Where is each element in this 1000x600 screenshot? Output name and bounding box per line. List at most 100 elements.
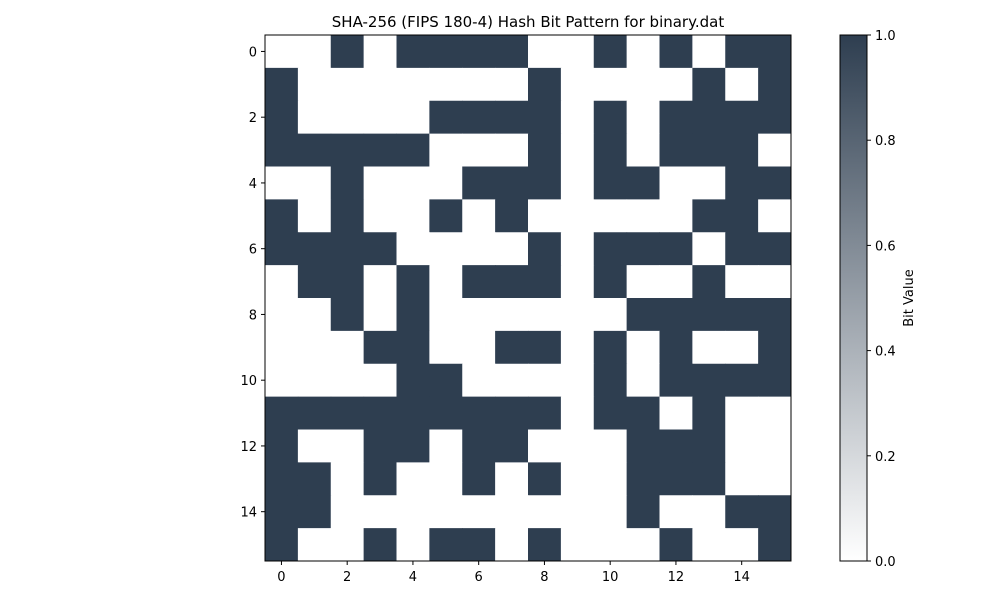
heatmap-cell (593, 100, 628, 135)
heatmap-cell (265, 133, 299, 167)
heatmap-cell (560, 363, 595, 398)
heatmap-cell (297, 363, 332, 398)
heatmap-cell (758, 330, 792, 365)
heatmap-cell (396, 232, 430, 266)
heatmap-cell (725, 298, 759, 332)
heatmap-cell (330, 67, 365, 102)
heatmap-cell (560, 462, 595, 496)
heatmap-cell (462, 396, 496, 430)
heatmap-cell (297, 35, 332, 69)
heatmap-cells (265, 35, 792, 562)
heatmap-cell (560, 35, 595, 69)
heatmap-cell (363, 232, 397, 266)
heatmap-cell (297, 298, 332, 332)
heatmap-cell (692, 495, 726, 529)
heatmap-cell (560, 67, 595, 102)
heatmap-cell (560, 100, 595, 135)
heatmap-cell (692, 166, 726, 200)
heatmap-cell (725, 363, 759, 398)
heatmap-cell (659, 396, 693, 430)
heatmap-cell (363, 265, 397, 299)
heatmap-cell (659, 298, 693, 332)
heatmap-cell (560, 495, 595, 529)
y-axis: 0 2 4 6 8 10 12 14 (240, 45, 265, 521)
heatmap-cell (560, 528, 595, 562)
heatmap-cell (725, 429, 759, 463)
heatmap-cell (363, 429, 397, 463)
heatmap-cell (626, 100, 660, 135)
colorbar-tick-label: 0.0 (875, 555, 896, 570)
heatmap-cell (593, 298, 628, 332)
heatmap-cell (396, 166, 430, 200)
heatmap-cell (495, 133, 529, 167)
heatmap-cell (396, 363, 430, 398)
heatmap-cell (593, 265, 628, 299)
heatmap-cell (593, 199, 628, 233)
heatmap-cell (265, 396, 299, 430)
heatmap-cell (396, 528, 430, 562)
heatmap-cell (363, 298, 397, 332)
heatmap-cell (495, 363, 529, 398)
heatmap-cell (495, 67, 529, 102)
heatmap-cell (265, 100, 299, 135)
heatmap-cell (396, 298, 430, 332)
heatmap-cell (626, 462, 660, 496)
heatmap-cell (560, 298, 595, 332)
heatmap-cell (495, 495, 529, 529)
x-tick-label: 14 (733, 570, 750, 585)
heatmap-cell (725, 199, 759, 233)
heatmap-cell (659, 166, 693, 200)
heatmap-cell (330, 298, 365, 332)
heatmap-cell (429, 35, 463, 69)
heatmap-cell (429, 528, 463, 562)
heatmap-cell (265, 232, 299, 266)
heatmap-cell (330, 429, 365, 463)
heatmap-cell (297, 166, 332, 200)
heatmap-cell (462, 528, 496, 562)
heatmap-cell (758, 35, 792, 69)
heatmap-cell (297, 396, 332, 430)
heatmap-cell (593, 330, 628, 365)
heatmap-cell (593, 528, 628, 562)
heatmap-cell (692, 396, 726, 430)
heatmap-cell (462, 199, 496, 233)
heatmap-cell (265, 462, 299, 496)
heatmap-cell (528, 495, 562, 529)
heatmap-cell (758, 528, 792, 562)
heatmap-cell (429, 396, 463, 430)
heatmap-cell (396, 330, 430, 365)
y-tick-label: 14 (240, 506, 257, 521)
heatmap-cell (528, 363, 562, 398)
heatmap-cell (363, 35, 397, 69)
heatmap-cell (495, 429, 529, 463)
y-tick-label: 8 (249, 308, 257, 323)
heatmap-cell (495, 199, 529, 233)
heatmap-cell (462, 232, 496, 266)
heatmap-cell (593, 495, 628, 529)
heatmap-cell (429, 330, 463, 365)
colorbar (839, 34, 868, 562)
heatmap-cell (725, 528, 759, 562)
heatmap-cell (528, 100, 562, 135)
heatmap-cell (429, 363, 463, 398)
heatmap-cell (626, 363, 660, 398)
colorbar-tick-label: 1.0 (875, 29, 896, 44)
heatmap-cell (560, 199, 595, 233)
y-tick-label: 0 (249, 45, 257, 60)
heatmap-cell (758, 133, 792, 167)
heatmap-cell (297, 67, 332, 102)
heatmap-cell (429, 166, 463, 200)
heatmap-cell (593, 35, 628, 69)
heatmap-cell (626, 396, 660, 430)
heatmap-cell (725, 100, 759, 135)
heatmap-cell (725, 166, 759, 200)
plot-frame (264, 34, 792, 562)
heatmap-cell (593, 166, 628, 200)
heatmap-cell (495, 166, 529, 200)
heatmap-cell (659, 265, 693, 299)
x-tick-label: 8 (540, 570, 548, 585)
heatmap-cell (692, 462, 726, 496)
heatmap-cell (462, 133, 496, 167)
heatmap-cell (297, 330, 332, 365)
